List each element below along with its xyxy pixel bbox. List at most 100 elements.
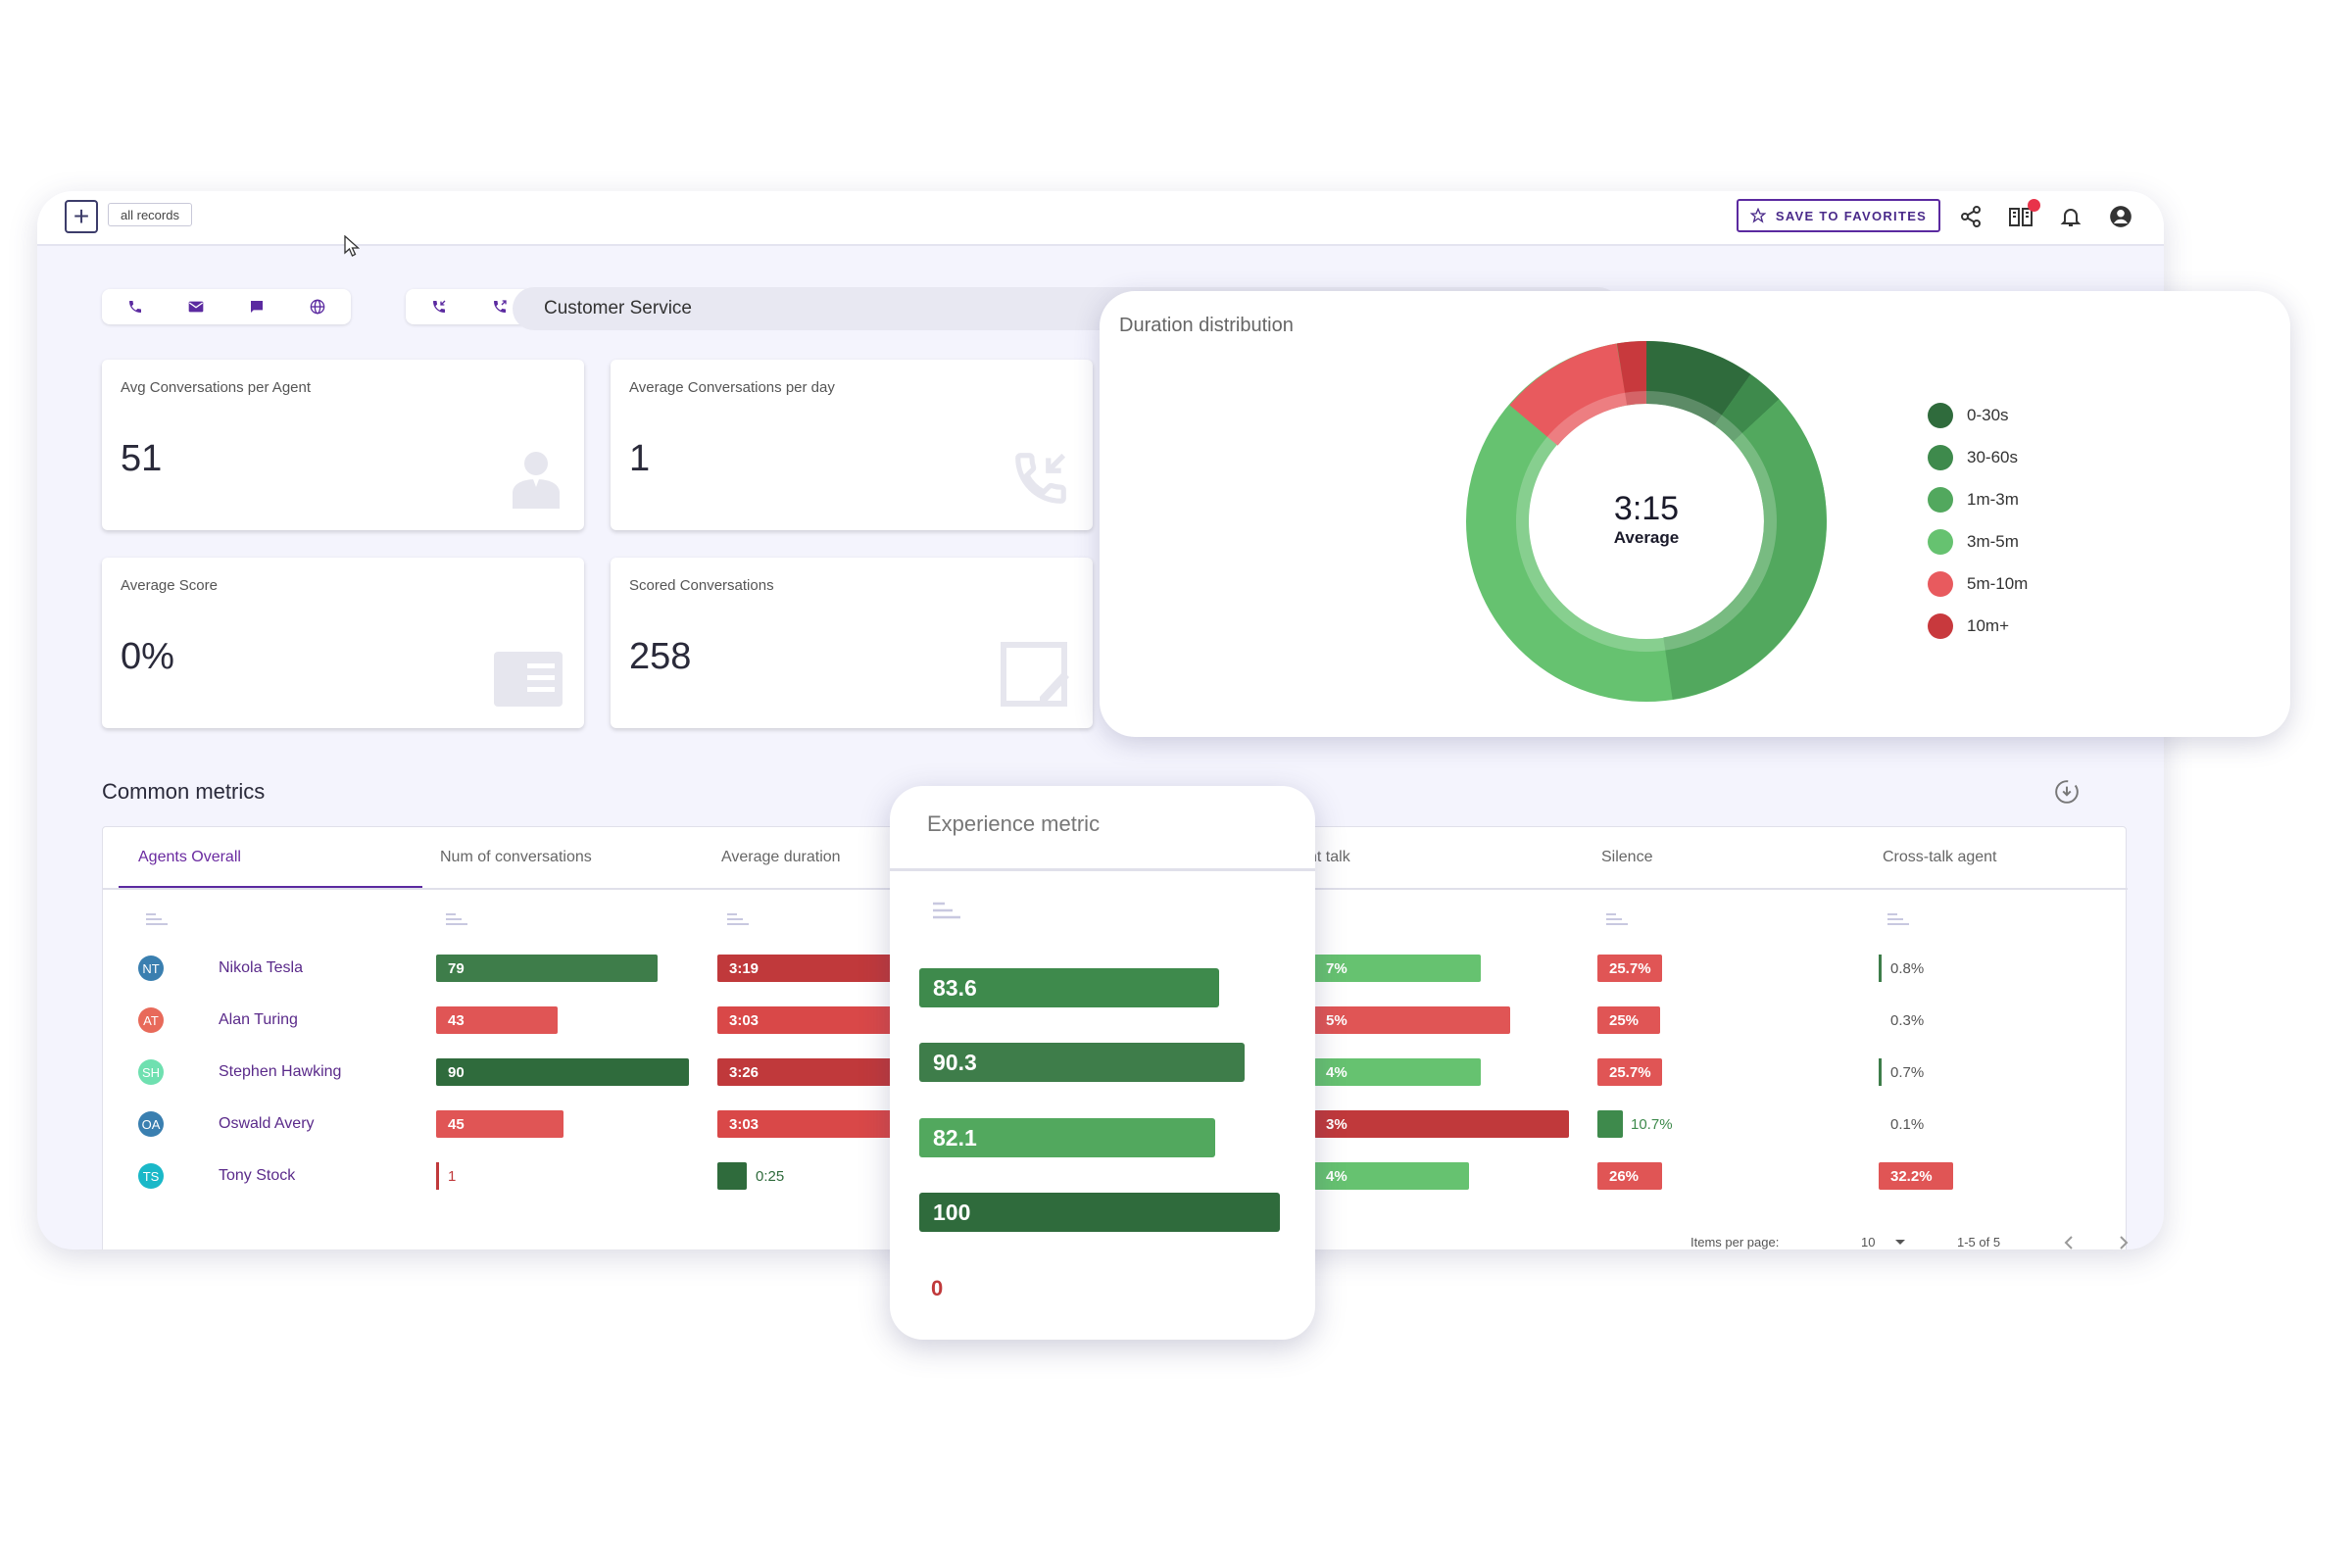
avatar: TS bbox=[138, 1163, 164, 1189]
donut-slice-30-60s bbox=[1713, 373, 1780, 443]
column-average-duration[interactable]: Average duration bbox=[721, 849, 841, 865]
items-per-page-select[interactable]: 10 bbox=[1861, 1235, 1876, 1250]
bell-icon[interactable] bbox=[2053, 199, 2088, 234]
table-row[interactable]: TS Tony Stock 1 0:25 4% 26% 32.2% bbox=[103, 1162, 2128, 1215]
cross-talk-bar bbox=[1879, 955, 1882, 982]
agent-name[interactable]: Stephen Hawking bbox=[219, 1063, 342, 1080]
conversations-bar bbox=[436, 1162, 439, 1190]
sort-icon[interactable] bbox=[1887, 912, 1909, 926]
column-agents-overall[interactable]: Agents Overall bbox=[138, 849, 241, 865]
duration-bar: 3:26 bbox=[717, 1058, 894, 1086]
avatar: SH bbox=[138, 1059, 164, 1085]
legend-swatch bbox=[1928, 487, 1953, 513]
experience-bar: 83.6 bbox=[919, 968, 1219, 1007]
column-cross-talk-agent[interactable]: Cross-talk agent bbox=[1883, 849, 1997, 865]
experience-bar: 100 bbox=[919, 1193, 1280, 1232]
table-row[interactable]: SH Stephen Hawking 90 3:26 4% 25.7% 0.7% bbox=[103, 1058, 2128, 1111]
column-agent-talk[interactable]: nt talk bbox=[1308, 849, 1350, 865]
agent-name[interactable]: Oswald Avery bbox=[219, 1115, 315, 1132]
call-direction-filter-group bbox=[406, 289, 533, 324]
legend-label: 5m-10m bbox=[1967, 574, 2029, 593]
legend-item-10m-plus[interactable]: 10m+ bbox=[1928, 612, 2009, 641]
conversations-value: 1 bbox=[448, 1168, 457, 1185]
table-row[interactable]: NT Nikola Tesla 79 3:19 7% 25.7% 0.8% bbox=[103, 955, 2128, 1007]
column-silence[interactable]: Silence bbox=[1601, 849, 1653, 865]
duration-distribution-title: Duration distribution bbox=[1119, 315, 1294, 336]
kpi-value: 258 bbox=[629, 636, 692, 677]
globe-icon bbox=[310, 299, 325, 315]
donut-slice-1m-3m bbox=[1662, 399, 1827, 700]
duration-bar bbox=[717, 1162, 747, 1190]
conversations-bar: 90 bbox=[436, 1058, 689, 1086]
chat-channel-button[interactable] bbox=[229, 293, 284, 320]
experience-value-zero: 0 bbox=[931, 1276, 944, 1300]
legend-label: 30-60s bbox=[1967, 448, 2018, 466]
edit-icon bbox=[1001, 642, 1069, 707]
avatar: NT bbox=[138, 956, 164, 981]
outbound-call-button[interactable] bbox=[472, 293, 527, 320]
donut-slice-0-30s bbox=[1645, 340, 1751, 426]
silence-bar: 25% bbox=[1597, 1006, 1660, 1034]
legend-item-0-30s[interactable]: 0-30s bbox=[1928, 401, 2009, 430]
legend-item-1m-3m[interactable]: 1m-3m bbox=[1928, 485, 2019, 514]
kpi-title: Average Conversations per day bbox=[629, 379, 835, 396]
records-chip[interactable]: all records bbox=[108, 203, 192, 226]
legend-item-30-60s[interactable]: 30-60s bbox=[1928, 443, 2018, 472]
table-row[interactable]: OA Oswald Avery 45 3:03 3% 10.7% 0.1% bbox=[103, 1110, 2128, 1163]
donut-center-label: Average bbox=[1613, 528, 1680, 547]
kpi-value: 1 bbox=[629, 438, 651, 479]
sort-icon[interactable] bbox=[146, 912, 168, 926]
donut-hole bbox=[1531, 406, 1762, 637]
sort-icon[interactable] bbox=[933, 902, 960, 919]
notification-badge bbox=[2028, 199, 2040, 212]
donut-center-value: 3:15 bbox=[1613, 490, 1680, 527]
legend-swatch bbox=[1928, 529, 1953, 555]
column-num-conversations[interactable]: Num of conversations bbox=[440, 849, 592, 865]
account-icon[interactable] bbox=[2103, 199, 2138, 234]
agent-name[interactable]: Nikola Tesla bbox=[219, 959, 303, 976]
download-icon[interactable] bbox=[2054, 779, 2080, 805]
legend-label: 10m+ bbox=[1967, 616, 2009, 635]
phone-channel-button[interactable] bbox=[108, 293, 163, 320]
add-button[interactable]: + bbox=[65, 200, 98, 233]
email-channel-button[interactable] bbox=[169, 293, 223, 320]
agent-name[interactable]: Alan Turing bbox=[219, 1011, 298, 1028]
legend-label: 1m-3m bbox=[1967, 490, 2019, 509]
save-to-favorites-button[interactable]: SAVE TO FAVORITES bbox=[1737, 199, 1940, 232]
share-icon[interactable] bbox=[1953, 199, 1988, 234]
active-tab-indicator bbox=[119, 886, 422, 889]
donut-slice-5m-10m bbox=[1509, 343, 1629, 447]
avatar: OA bbox=[138, 1111, 164, 1137]
duration-bar: 3:03 bbox=[717, 1110, 894, 1138]
legend-item-5m-10m[interactable]: 5m-10m bbox=[1928, 569, 2028, 599]
sort-icon[interactable] bbox=[1606, 912, 1628, 926]
chevron-down-icon[interactable] bbox=[1894, 1239, 1906, 1247]
duration-bar: 3:19 bbox=[717, 955, 894, 982]
legend-swatch bbox=[1928, 571, 1953, 597]
save-to-favorites-label: SAVE TO FAVORITES bbox=[1775, 208, 1928, 223]
table-row[interactable]: AT Alan Turing 43 3:03 5% 25% 0.3% bbox=[103, 1006, 2128, 1059]
web-channel-button[interactable] bbox=[290, 293, 345, 320]
email-icon bbox=[188, 301, 204, 313]
previous-page-icon[interactable] bbox=[2063, 1235, 2075, 1250]
legend-swatch bbox=[1928, 445, 1953, 470]
conversations-bar: 43 bbox=[436, 1006, 558, 1034]
agent-talk-bar: 4% bbox=[1314, 1162, 1469, 1190]
duration-bar: 3:03 bbox=[717, 1006, 894, 1034]
sort-icon[interactable] bbox=[446, 912, 467, 926]
items-per-page-label: Items per page: bbox=[1690, 1235, 1780, 1250]
duration-distribution-card: Duration distribution 3:15 Average 0-30s… bbox=[1100, 291, 2290, 737]
cross-talk-bar: 32.2% bbox=[1879, 1162, 1953, 1190]
sort-icon[interactable] bbox=[727, 912, 749, 926]
kpi-card-scored-conversations: Scored Conversations 258 bbox=[611, 558, 1093, 728]
agent-talk-bar: 4% bbox=[1314, 1058, 1481, 1086]
kpi-card-avg-conversations-agent: Avg Conversations per Agent 51 bbox=[102, 360, 584, 530]
next-page-icon[interactable] bbox=[2118, 1235, 2130, 1250]
cross-talk-value: 0.3% bbox=[1890, 1012, 1925, 1029]
inbound-call-button[interactable] bbox=[412, 293, 466, 320]
score-card-icon bbox=[494, 652, 563, 707]
agent-name[interactable]: Tony Stock bbox=[219, 1167, 296, 1184]
agent-talk-bar: 5% bbox=[1314, 1006, 1510, 1034]
top-bar: + all records SAVE TO FAVORITES bbox=[37, 191, 2164, 246]
legend-item-3m-5m[interactable]: 3m-5m bbox=[1928, 527, 2019, 557]
